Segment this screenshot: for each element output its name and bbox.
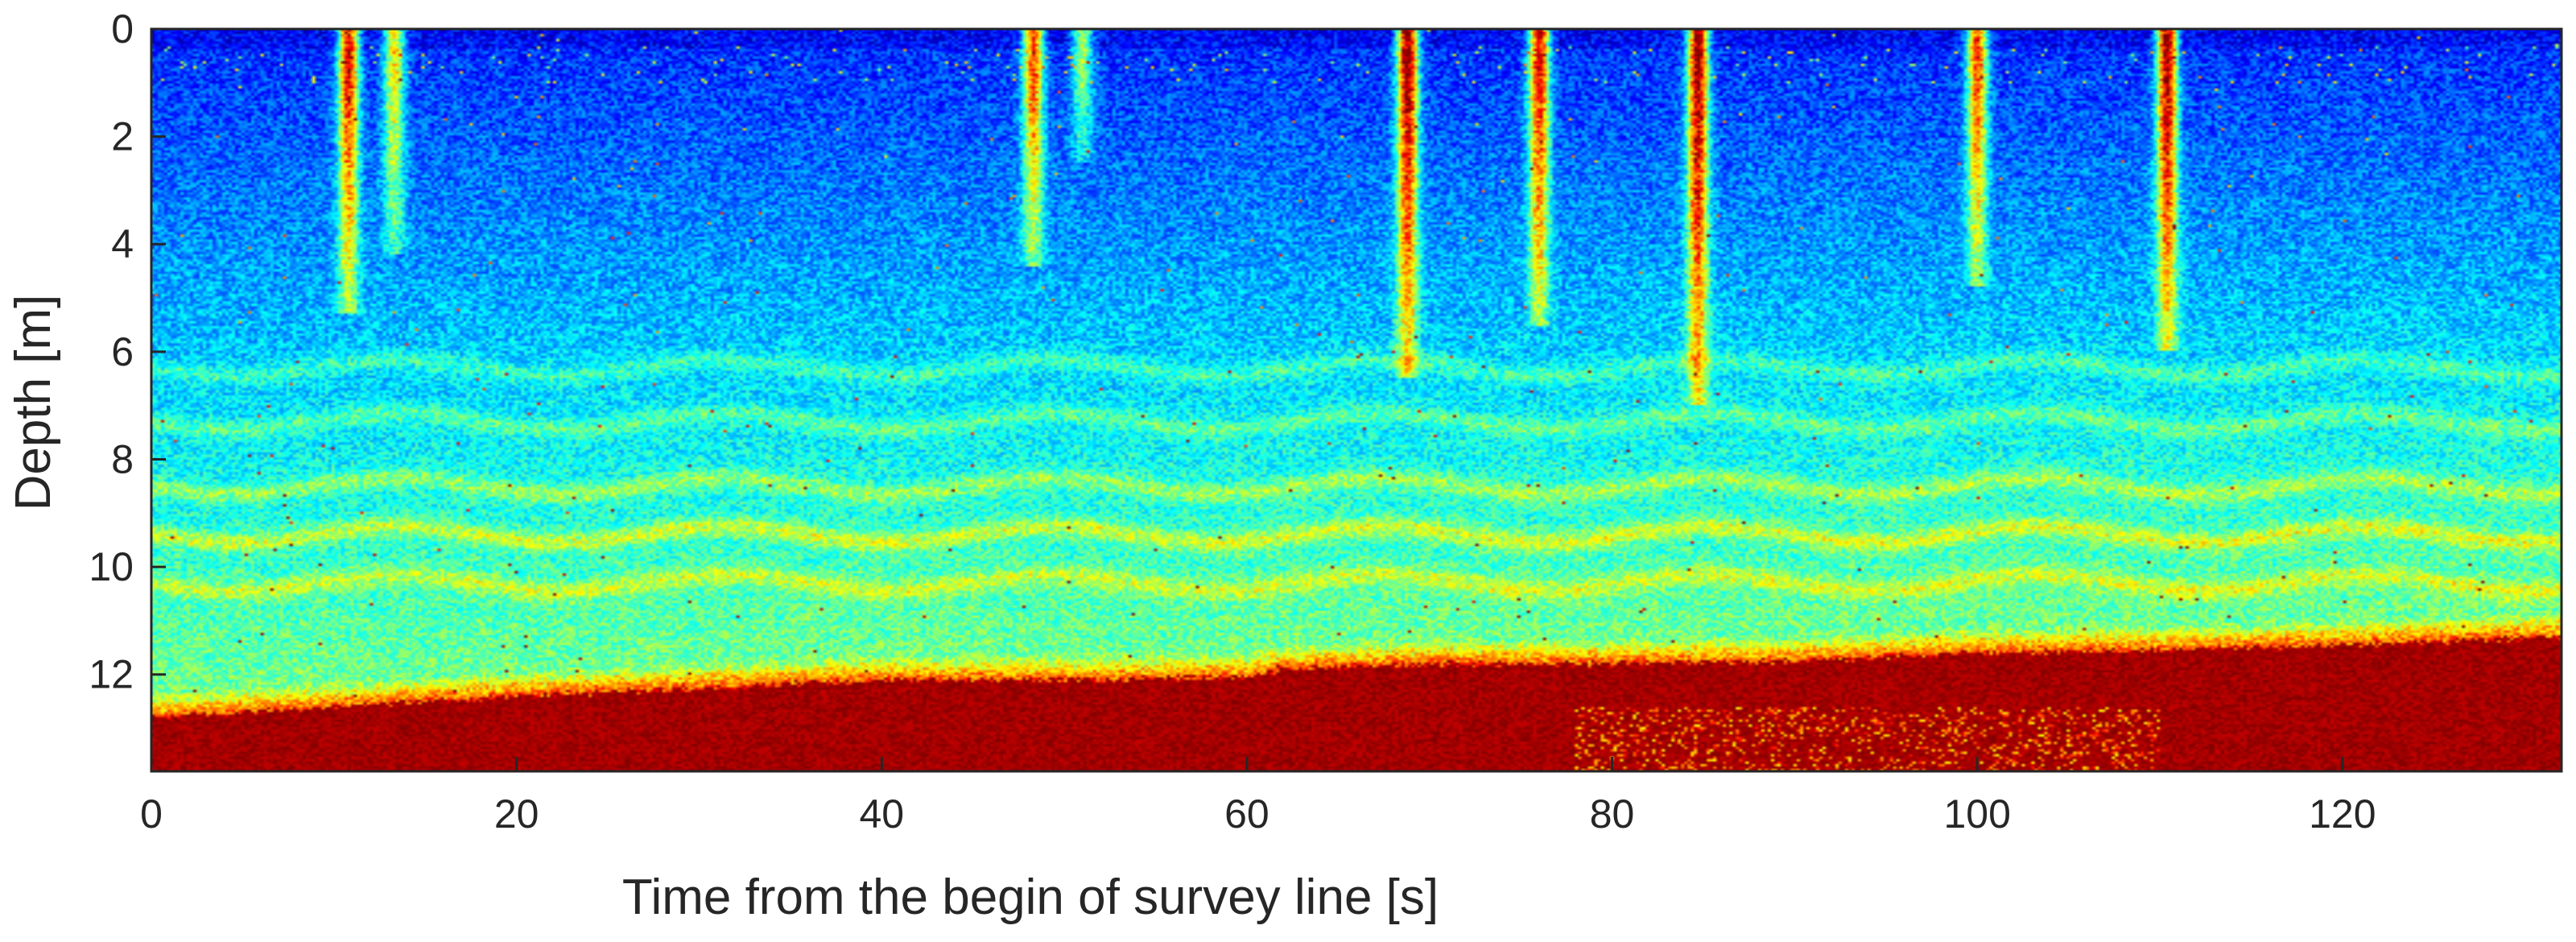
x-axis: 0 20 40 60 80 100 120 bbox=[140, 757, 2376, 837]
x-tick-label: 20 bbox=[494, 791, 539, 837]
plot-frame bbox=[150, 27, 2563, 773]
y-tick-label: 0 bbox=[111, 6, 134, 52]
x-tick-label: 120 bbox=[2309, 791, 2376, 837]
y-axis-label: Depth [m] bbox=[6, 295, 61, 511]
y-tick-label: 8 bbox=[111, 436, 134, 481]
plot-area bbox=[150, 27, 2563, 773]
y-tick-label: 12 bbox=[89, 652, 134, 697]
y-tick-label: 4 bbox=[111, 221, 134, 266]
heatmap-image bbox=[151, 29, 2562, 771]
x-tick-label: 60 bbox=[1224, 791, 1269, 837]
x-tick-label: 80 bbox=[1590, 791, 1635, 837]
y-tick-label: 6 bbox=[111, 329, 134, 374]
x-axis-label: Time from the begin of survey line [s] bbox=[622, 870, 1439, 925]
y-tick-label: 2 bbox=[111, 114, 134, 159]
x-tick-label: 40 bbox=[859, 791, 904, 837]
y-axis: 0 2 4 6 8 10 12 bbox=[89, 6, 166, 697]
x-tick-label: 0 bbox=[140, 791, 163, 837]
x-tick-label: 100 bbox=[1943, 791, 2010, 837]
y-tick-label: 10 bbox=[89, 544, 134, 589]
